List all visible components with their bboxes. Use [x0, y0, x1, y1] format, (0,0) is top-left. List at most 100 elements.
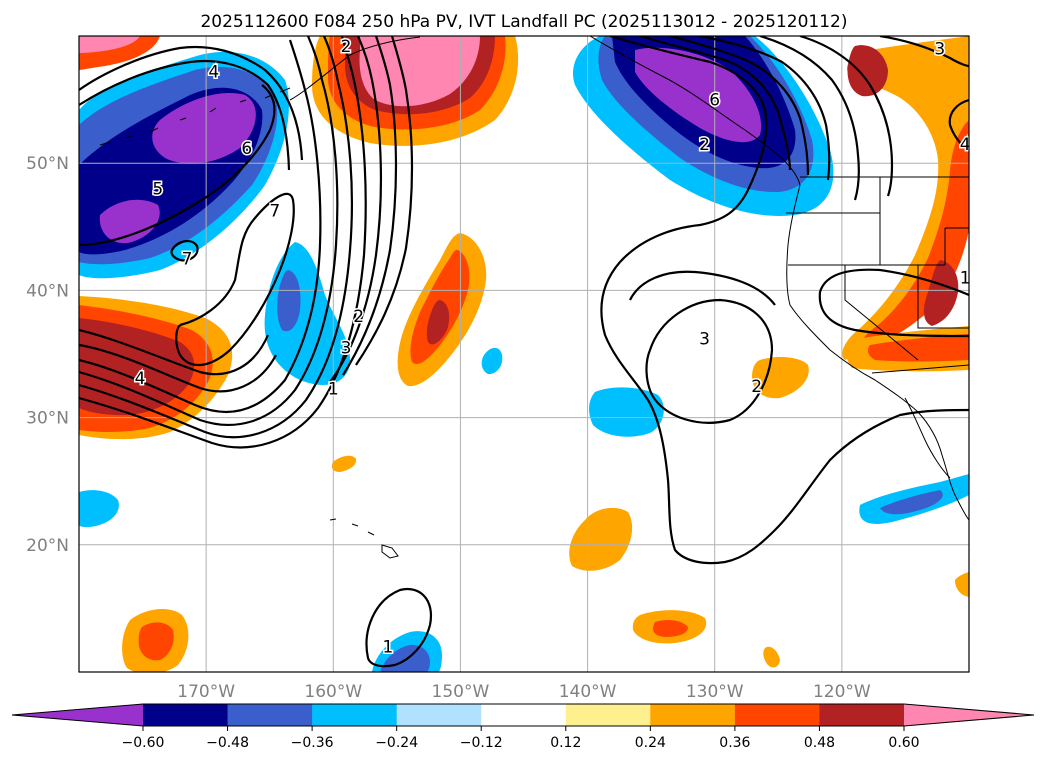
pv-trough-8: [342, 36, 398, 376]
pv-ridge-3: [669, 36, 810, 176]
pv-contour-label: 1: [328, 379, 339, 399]
pv-contour-label: 1: [960, 269, 971, 289]
pv-contour-trop-1: [365, 587, 433, 668]
shade-neg-small1: [481, 347, 503, 375]
shade-neg-bering-core1: [152, 92, 256, 164]
colorbar-swatch: [565, 704, 651, 726]
pv-contour-west-2: [79, 59, 291, 171]
pv-contour-label: 6: [709, 91, 720, 111]
pv-trough-5: [79, 328, 270, 376]
pv-contour-label: 5: [152, 180, 163, 200]
colorbar-tick-label: 0.48: [804, 735, 835, 751]
pv-contour-label: 4: [960, 135, 971, 155]
colorbar-tick-label: −0.60: [122, 735, 165, 751]
lon-tick-label: 150°W: [432, 682, 490, 702]
lon-tick-label: 170°W: [177, 682, 235, 702]
pv-ridge-6: [799, 36, 894, 197]
pv-contour-label: 4: [208, 63, 219, 83]
coastlines: [99, 36, 969, 559]
pv-contour-label: 1: [383, 638, 394, 658]
pv-contour-west-1: [79, 45, 304, 161]
colorbar-tick-label: −0.36: [291, 735, 334, 751]
colorbar-tick-label: −0.48: [206, 735, 249, 751]
pv-contours: [79, 36, 969, 668]
pv-contour-label: 2: [699, 135, 710, 155]
colorbar-extend-high: [904, 704, 1034, 726]
pv-trough-4: [79, 36, 367, 449]
shade-pos-trop3-mid: [138, 622, 174, 661]
colorbar-swatch: [650, 704, 736, 726]
colorbar-swatch: [143, 704, 229, 726]
pv-trough-9: [355, 36, 414, 366]
pv-contour-label: 6: [241, 139, 252, 159]
pv-contour-label: 3: [934, 40, 945, 60]
shade-pos-wus-n-dark: [847, 45, 888, 97]
shade-pos-small3: [763, 646, 780, 668]
lat-tick-label: 30°N: [26, 409, 69, 429]
border-az-ut: [944, 227, 969, 265]
hawaiian-islands: [329, 518, 399, 559]
pv-ridge-1: [600, 36, 969, 565]
colorbar-swatch: [227, 704, 313, 726]
pv-contour-label: 4: [135, 369, 146, 389]
pv-trough-1: [79, 39, 322, 413]
pv-contour-2: [629, 270, 776, 306]
pv-contour-label: 2: [353, 307, 364, 327]
shade-pos-offshore-ca: [752, 357, 809, 399]
pv-contour-7: [175, 192, 295, 367]
pv-trough-7: [329, 36, 383, 383]
colorbar: −0.60 −0.48 −0.36 −0.24 −0.12 0.12 0.24 0.36 0.4…: [11, 703, 1035, 751]
shade-pos-small1: [331, 455, 357, 472]
colorbar-swatch: [396, 704, 482, 726]
colorbar-swatch: [312, 704, 398, 726]
lon-tick-label: 120°W: [813, 682, 871, 702]
shade-neg-west-edge: [79, 490, 119, 528]
colorbar-tick-label: 0.36: [719, 735, 750, 751]
figure-title: 2025112600 F084 250 hPa PV, IVT Landfall…: [200, 12, 847, 32]
pv-contour-ne: [879, 36, 969, 68]
pv-closed-3: [645, 298, 774, 424]
lon-tick-label: 160°W: [304, 682, 362, 702]
shade-pos-trop2-mid: [653, 619, 688, 637]
shade-pos-central-dark: [426, 300, 450, 345]
pv-trough-3: [79, 36, 354, 439]
pv-contour-bering: [79, 84, 276, 247]
shade-neg-baja-mid: [880, 490, 943, 515]
pv-contour-label: 7: [182, 250, 193, 270]
pv-contour-label: 2: [751, 377, 762, 397]
map-frame: [78, 35, 970, 673]
lat-tick-label: 40°N: [26, 281, 69, 301]
border-ut-nv: [917, 265, 969, 329]
pv-contour-label: 7: [269, 201, 280, 221]
latitude-labels: 20°N 30°N 40°N 50°N: [26, 154, 69, 556]
shade-pos-wus-dark: [923, 260, 959, 326]
lon-tick-label: 140°W: [559, 682, 617, 702]
shade-pos-trop1: [569, 507, 633, 571]
colorbar-swatch: [481, 704, 567, 726]
shade-pos-wus-lower-mid: [867, 334, 969, 362]
colorbar-tick-label: 0.60: [888, 735, 919, 751]
aleutian-islands: [99, 87, 291, 146]
colorbar-tick-label: 0.12: [550, 735, 581, 751]
colorbar-tick-label: −0.12: [460, 735, 503, 751]
shade-neg-bering-core2: [99, 199, 160, 244]
shade-neg-subtrop: [589, 387, 664, 437]
lon-tick-label: 130°W: [686, 682, 744, 702]
pv-trough-6: [79, 343, 277, 393]
shade-neg-central-mid: [277, 270, 301, 332]
pv-trough-2: [79, 36, 339, 427]
colorbar-tick-label: 0.24: [635, 735, 666, 751]
colorbar-tick-label: −0.24: [375, 735, 418, 751]
colorbar-extend-low: [12, 704, 143, 726]
lat-tick-label: 50°N: [26, 154, 69, 174]
colorbar-swatch: [734, 704, 820, 726]
pv-ridge-5: [759, 36, 860, 201]
lat-tick-label: 20°N: [26, 536, 69, 556]
pv-contour-label: 3: [341, 339, 352, 359]
border-nv-ca: [844, 265, 919, 361]
coast-north-america: [589, 36, 969, 521]
coast-baja: [904, 397, 951, 479]
longitude-labels: 170°W 160°W 150°W 140°W 130°W 120°W: [177, 682, 871, 702]
